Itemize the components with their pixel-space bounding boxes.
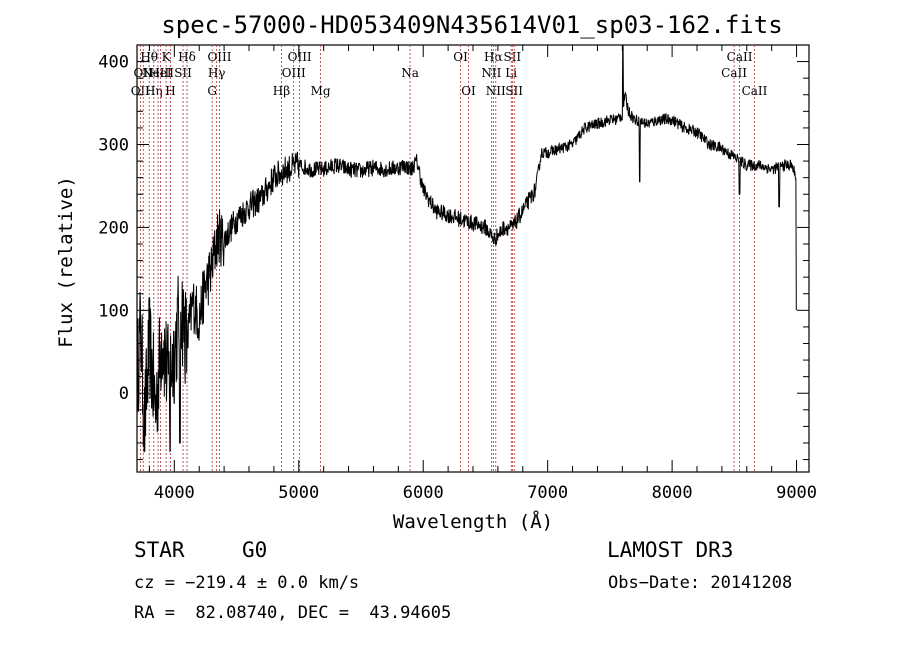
x-tick-label-3: 7000 [527,483,568,503]
x-tick-label-1: 5000 [278,483,319,503]
y-tick-label-0: 0 [119,384,129,404]
survey-name: LAMOST DR3 [607,538,734,562]
line-label-22: NII [486,84,506,98]
object-subclass: G0 [242,538,268,562]
chart-title: spec-57000-HD053409N435614V01_sp03-162.f… [161,11,782,39]
line-label-16: Mg [311,84,331,98]
line-label-18: OI [453,50,468,64]
line-label-19: OI [461,84,476,98]
y-tick-label-4: 400 [98,53,129,73]
spectral-line-markers: OIIOIIHθHηNeIIIHeIKHSIIHδGHγOIIIHβOIIIOI… [131,45,768,472]
line-label-26: CaII [721,66,747,80]
line-label-17: Na [401,66,419,80]
line-label-8: SII [174,66,192,80]
line-label-25: SII [505,84,523,98]
y-tick-label-2: 200 [98,218,129,238]
x-tick-label-5: 9000 [776,483,817,503]
line-label-28: CaII [742,84,768,98]
line-label-1: OII [134,66,154,80]
axis-ticks: 4000 5000 6000 7000 8000 9000 0 100 200 300 400 [98,44,817,503]
object-class: STAR [134,538,185,562]
line-label-15: OIII [288,50,312,64]
line-label-21: Hα [484,50,503,64]
x-tick-label-4: 8000 [652,483,693,503]
line-label-3: Hη [145,84,163,98]
line-label-6: K [162,50,172,64]
x-tick-label-2: 6000 [403,483,444,503]
plot-frame [136,44,810,473]
obs-date: Obs−Date: 20141208 [608,573,793,593]
spectrum-line [136,44,797,453]
y-tick-label-3: 300 [98,135,129,155]
line-label-23: Li [505,66,517,80]
line-label-13: Hβ [273,84,290,98]
y-axis-label: Flux (relative) [55,176,77,348]
line-label-12: OIII [207,50,231,64]
line-label-5: HeI [149,66,172,80]
x-tick-label-0: 4000 [154,483,195,503]
line-label-27: CaII [727,50,753,64]
line-label-10: G [207,84,217,98]
series-layer [136,44,797,453]
line-label-11: Hγ [208,66,226,80]
line-label-0: OII [131,84,151,98]
line-label-20: NII [481,66,501,80]
y-tick-label-1: 100 [98,301,129,321]
line-label-24: SII [503,50,521,64]
line-label-7: H [165,84,175,98]
ra-dec: RA = 82.08740, DEC = 43.94605 [134,603,452,623]
line-label-9: Hδ [178,50,196,64]
line-label-14: OIII [282,66,306,80]
redshift-cz: cz = −219.4 ± 0.0 km/s [134,573,360,593]
x-axis-label: Wavelength (Å) [393,510,553,533]
